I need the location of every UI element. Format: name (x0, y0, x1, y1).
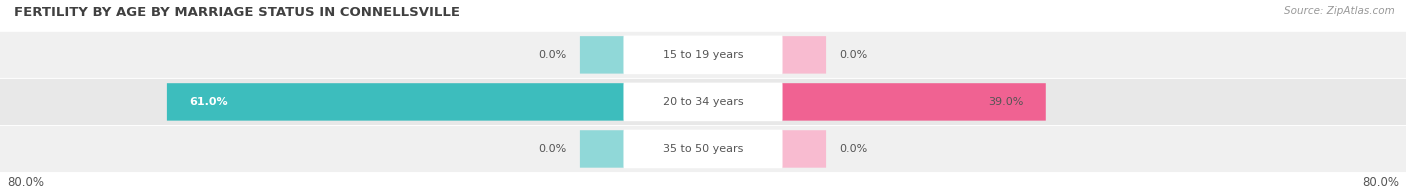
Text: 0.0%: 0.0% (839, 50, 868, 60)
FancyBboxPatch shape (782, 36, 827, 74)
FancyBboxPatch shape (0, 32, 1406, 78)
FancyBboxPatch shape (0, 126, 1406, 172)
FancyBboxPatch shape (782, 83, 1046, 121)
FancyBboxPatch shape (623, 36, 783, 74)
Text: 20 to 34 years: 20 to 34 years (662, 97, 744, 107)
Text: 0.0%: 0.0% (538, 144, 567, 154)
FancyBboxPatch shape (623, 130, 783, 168)
Text: 39.0%: 39.0% (988, 97, 1024, 107)
FancyBboxPatch shape (579, 130, 624, 168)
Text: 15 to 19 years: 15 to 19 years (662, 50, 744, 60)
FancyBboxPatch shape (579, 36, 624, 74)
FancyBboxPatch shape (0, 79, 1406, 125)
Text: 0.0%: 0.0% (538, 50, 567, 60)
Text: 61.0%: 61.0% (188, 97, 228, 107)
Text: Source: ZipAtlas.com: Source: ZipAtlas.com (1284, 6, 1395, 16)
Legend: Married, Unmarried: Married, Unmarried (619, 193, 787, 196)
Text: 80.0%: 80.0% (7, 176, 44, 189)
FancyBboxPatch shape (167, 83, 624, 121)
Text: 0.0%: 0.0% (839, 144, 868, 154)
FancyBboxPatch shape (623, 83, 783, 121)
Text: 35 to 50 years: 35 to 50 years (662, 144, 744, 154)
Text: 80.0%: 80.0% (1362, 176, 1399, 189)
FancyBboxPatch shape (782, 130, 827, 168)
Text: FERTILITY BY AGE BY MARRIAGE STATUS IN CONNELLSVILLE: FERTILITY BY AGE BY MARRIAGE STATUS IN C… (14, 6, 460, 19)
